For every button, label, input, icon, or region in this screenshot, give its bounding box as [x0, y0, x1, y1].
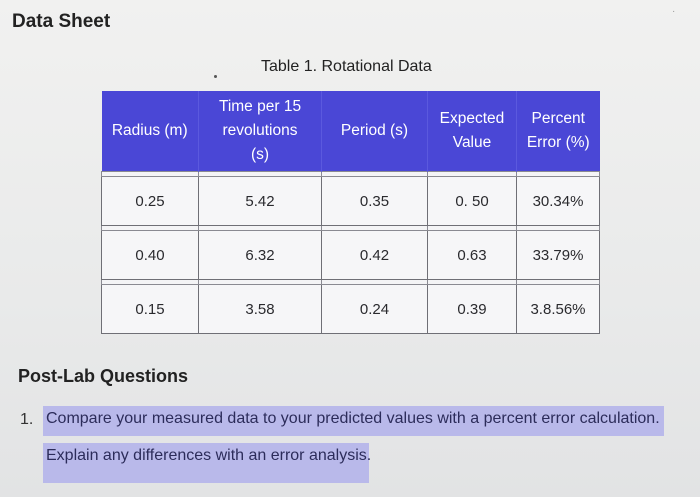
cell-time: 3.58	[198, 284, 322, 334]
cell-radius: 0.25	[101, 176, 199, 226]
cell-expected: 0.39	[427, 284, 517, 334]
question-text-line1: Compare your measured data to your predi…	[43, 406, 664, 436]
cell-percent-error: 30.34%	[516, 176, 600, 226]
table-row: 0.15 3.58 0.24 0.39 3.8.56%	[101, 284, 600, 334]
cell-percent-error: 33.79%	[516, 230, 600, 280]
cell-time: 5.42	[198, 176, 322, 226]
cell-expected: 0. 50	[427, 176, 517, 226]
cell-period: 0.24	[321, 284, 428, 334]
sheet-title: Data Sheet	[12, 11, 111, 32]
question-number: 1.	[20, 411, 34, 428]
header-expected: Expected Value	[427, 91, 517, 172]
header-period: Period (s)	[321, 91, 428, 172]
cell-time: 6.32	[198, 230, 322, 280]
table-row: 0.40 6.32 0.42 0.63 33.79%	[101, 230, 600, 280]
header-time-text: Time per 15 revolutions (s)	[218, 97, 302, 163]
question-text-line2: Explain any differences with an error an…	[43, 443, 371, 483]
header-percent-error: Percent Error (%)	[516, 91, 600, 172]
table-header-row: Radius (m) Time per 15 revolutions (s) P…	[101, 91, 600, 172]
cell-percent-error: 3.8.56%	[516, 284, 600, 334]
header-radius: Radius (m)	[101, 91, 199, 172]
table-row: 0.25 5.42 0.35 0. 50 30.34%	[101, 176, 600, 226]
rotational-data-table: Radius (m) Time per 15 revolutions (s) P…	[101, 91, 600, 334]
stray-dot	[214, 75, 217, 78]
header-time: Time per 15 revolutions (s)	[198, 91, 322, 172]
cell-radius: 0.15	[101, 284, 199, 334]
corner-mark: ·	[672, 6, 676, 17]
cell-period: 0.42	[321, 230, 428, 280]
cell-expected: 0.63	[427, 230, 517, 280]
header-percent-error-text: Percent Error (%)	[526, 109, 590, 151]
table-title: Table 1. Rotational Data	[261, 58, 432, 75]
cell-period: 0.35	[321, 176, 428, 226]
cell-radius: 0.40	[101, 230, 199, 280]
postlab-heading: Post-Lab Questions	[18, 366, 189, 386]
header-expected-text: Expected Value	[439, 109, 505, 151]
